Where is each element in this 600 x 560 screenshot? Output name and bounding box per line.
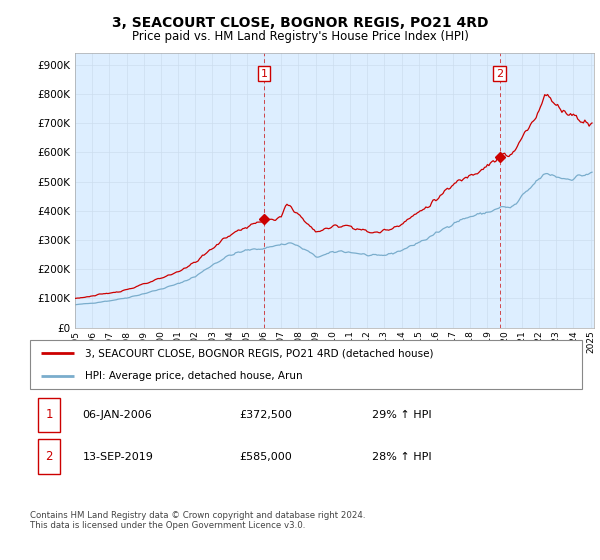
- Text: 2: 2: [496, 69, 503, 78]
- Text: 29% ↑ HPI: 29% ↑ HPI: [372, 410, 432, 420]
- Text: 3, SEACOURT CLOSE, BOGNOR REGIS, PO21 4RD: 3, SEACOURT CLOSE, BOGNOR REGIS, PO21 4R…: [112, 16, 488, 30]
- Text: 13-SEP-2019: 13-SEP-2019: [82, 451, 154, 461]
- Text: £372,500: £372,500: [240, 410, 293, 420]
- Bar: [38, 439, 61, 474]
- Text: Contains HM Land Registry data © Crown copyright and database right 2024.
This d: Contains HM Land Registry data © Crown c…: [30, 511, 365, 530]
- Text: 06-JAN-2006: 06-JAN-2006: [82, 410, 152, 420]
- Text: Price paid vs. HM Land Registry's House Price Index (HPI): Price paid vs. HM Land Registry's House …: [131, 30, 469, 43]
- Bar: [38, 398, 61, 432]
- Text: 1: 1: [46, 408, 53, 422]
- Text: 2: 2: [46, 450, 53, 463]
- Text: 1: 1: [261, 69, 268, 78]
- Text: HPI: Average price, detached house, Arun: HPI: Average price, detached house, Arun: [85, 371, 303, 381]
- Text: £585,000: £585,000: [240, 451, 293, 461]
- Text: 28% ↑ HPI: 28% ↑ HPI: [372, 451, 432, 461]
- Text: 3, SEACOURT CLOSE, BOGNOR REGIS, PO21 4RD (detached house): 3, SEACOURT CLOSE, BOGNOR REGIS, PO21 4R…: [85, 348, 434, 358]
